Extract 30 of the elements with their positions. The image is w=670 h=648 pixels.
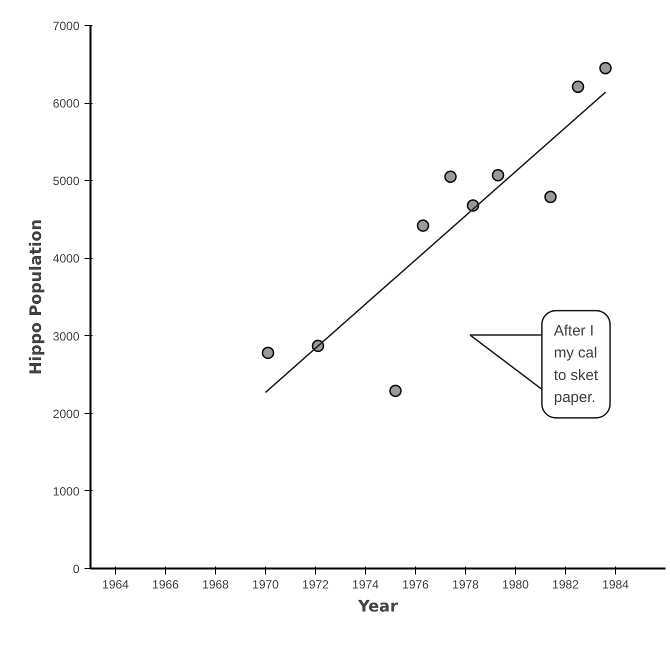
y-tick-label: 6000 bbox=[52, 96, 80, 111]
x-tick-label: 1970 bbox=[252, 578, 280, 592]
annotation: After I my cal to sket paper. bbox=[554, 322, 599, 406]
y-tick-label: 0 bbox=[72, 562, 80, 576]
point bbox=[492, 168, 504, 182]
x-tick-label: 1974 bbox=[352, 578, 380, 592]
y-tick-label: 1000 bbox=[52, 484, 80, 498]
point bbox=[572, 80, 584, 94]
point bbox=[444, 170, 457, 184]
y-tick-label: 3000 bbox=[52, 329, 80, 344]
x-tick-label: 1966 bbox=[152, 578, 180, 592]
point bbox=[544, 190, 557, 204]
x-tick-label: 1968 bbox=[202, 578, 230, 592]
x-axis-title: Year bbox=[357, 596, 398, 616]
point bbox=[599, 62, 612, 74]
y-tick-label: 5000 bbox=[52, 174, 80, 188]
y-tick-label: 2000 bbox=[52, 406, 80, 421]
point bbox=[262, 346, 274, 360]
x-tick-label: 1984 bbox=[602, 578, 630, 592]
x-tick-label: 1980 bbox=[502, 578, 530, 592]
x-tick-label: 1972 bbox=[302, 578, 330, 592]
point bbox=[416, 219, 430, 232]
y-tick-label: 4000 bbox=[52, 252, 80, 266]
point bbox=[389, 384, 402, 398]
y-tick-label: 7000 bbox=[52, 19, 80, 33]
x-tick-label: 1976 bbox=[402, 578, 430, 592]
y-axis-title: Hippo Population bbox=[26, 219, 45, 375]
x-tick-label: 1982 bbox=[552, 578, 580, 592]
x-tick-label: 1978 bbox=[452, 578, 480, 592]
x-tick-label: 1964 bbox=[102, 578, 130, 592]
